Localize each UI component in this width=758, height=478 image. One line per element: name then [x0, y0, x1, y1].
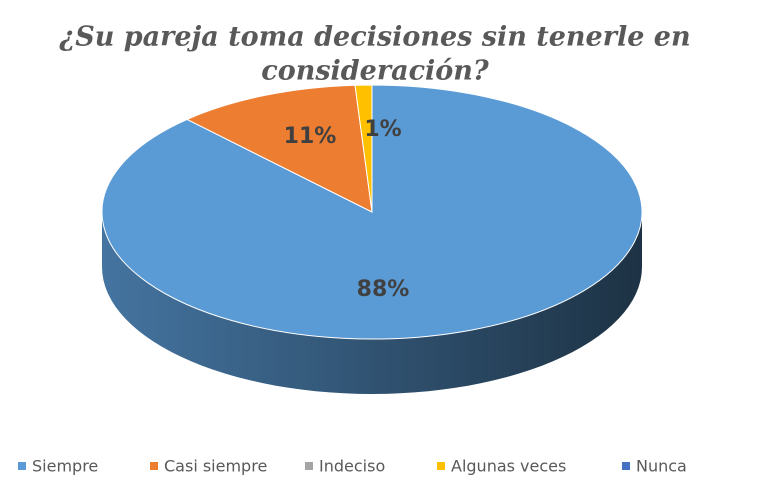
legend-marker	[437, 462, 445, 470]
legend-marker	[18, 462, 26, 470]
legend-marker	[150, 462, 158, 470]
legend-label: Nunca	[636, 457, 687, 476]
legend-marker	[622, 462, 630, 470]
legend-label: Algunas veces	[451, 457, 566, 476]
legend-label: Siempre	[32, 457, 98, 476]
chart-title: consideración?	[261, 56, 490, 87]
data-label: 1%	[364, 117, 401, 142]
pie-side	[102, 212, 642, 394]
pie-slice	[354, 84, 373, 213]
legend-label: Indeciso	[319, 457, 385, 476]
legend-label: Casi siempre	[164, 457, 267, 476]
pie-slice	[101, 84, 643, 340]
chart-title: ¿Su pareja toma decisiones sin tenerle e…	[58, 22, 690, 53]
data-label: 11%	[284, 124, 337, 149]
legend-marker	[305, 462, 313, 470]
pie-slice	[185, 84, 373, 213]
data-label: 88%	[357, 277, 410, 302]
